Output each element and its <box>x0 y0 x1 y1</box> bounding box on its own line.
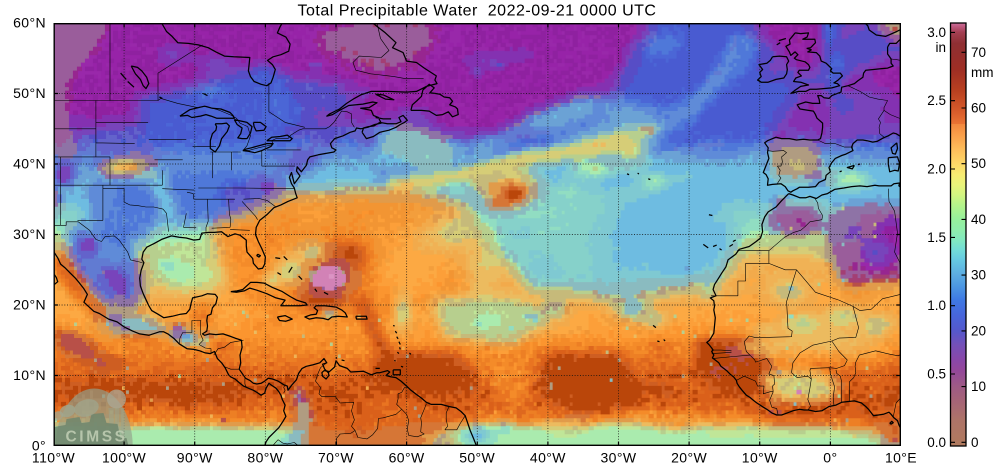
svg-text:100°W: 100°W <box>102 450 147 466</box>
svg-text:10°E: 10°E <box>885 450 917 466</box>
svg-text:40: 40 <box>971 212 986 227</box>
svg-text:60°N: 60°N <box>13 15 46 31</box>
svg-text:40°W: 40°W <box>530 450 566 466</box>
svg-text:20: 20 <box>971 323 986 338</box>
svg-text:0.0: 0.0 <box>927 435 946 450</box>
svg-text:20°N: 20°N <box>13 297 46 313</box>
svg-text:80°W: 80°W <box>247 450 283 466</box>
svg-text:10°W: 10°W <box>742 450 778 466</box>
svg-text:3.0: 3.0 <box>927 25 946 40</box>
svg-text:Total Precipitable Water 2022: Total Precipitable Water 2022-09-21 0000… <box>298 3 657 20</box>
svg-text:20°W: 20°W <box>671 450 707 466</box>
svg-text:40°N: 40°N <box>13 156 46 172</box>
svg-text:10: 10 <box>971 379 986 394</box>
svg-text:70: 70 <box>971 45 986 60</box>
svg-text:110°W: 110°W <box>32 450 76 466</box>
svg-text:30: 30 <box>971 268 986 283</box>
svg-text:2.0: 2.0 <box>927 162 946 177</box>
svg-text:30°N: 30°N <box>13 226 46 242</box>
svg-text:50: 50 <box>971 156 986 171</box>
svg-text:mm: mm <box>971 65 994 80</box>
svg-text:60: 60 <box>971 101 986 116</box>
svg-text:50°W: 50°W <box>459 450 495 466</box>
svg-text:0.5: 0.5 <box>927 367 946 382</box>
svg-text:30°W: 30°W <box>601 450 637 466</box>
svg-text:2.5: 2.5 <box>927 93 946 108</box>
svg-text:1.5: 1.5 <box>927 230 946 245</box>
svg-text:0: 0 <box>971 435 979 450</box>
svg-text:10°N: 10°N <box>13 367 46 383</box>
svg-text:70°W: 70°W <box>318 450 354 466</box>
svg-text:90°W: 90°W <box>177 450 213 466</box>
svg-text:60°W: 60°W <box>389 450 425 466</box>
svg-text:1.0: 1.0 <box>927 298 946 313</box>
svg-text:CIMSS: CIMSS <box>66 429 128 446</box>
svg-text:in: in <box>935 40 946 55</box>
svg-text:50°N: 50°N <box>13 85 46 101</box>
svg-text:0°: 0° <box>32 438 46 454</box>
svg-text:0°: 0° <box>823 450 837 466</box>
